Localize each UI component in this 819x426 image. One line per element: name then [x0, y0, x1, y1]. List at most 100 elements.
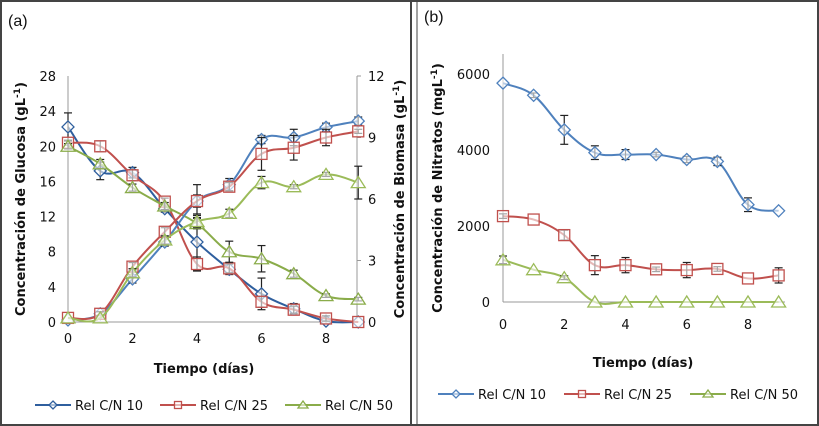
panel-a-y2-axis-label: Concentración de Biomasa (gL-1) [392, 80, 408, 319]
data-point [556, 270, 573, 284]
series-line [502, 215, 779, 280]
data-point [558, 228, 571, 242]
panel-b-y-ticks: 0 2000 4000 6000 [457, 68, 490, 311]
y-tick-label: 0 [482, 296, 490, 311]
data-point [771, 203, 786, 218]
x-tick-label: 4 [621, 318, 629, 333]
legend-label: Rel C/N 25 [604, 388, 672, 403]
data-point [190, 257, 204, 271]
legend-item: Rel C/N 25 [564, 388, 672, 403]
legend-label: Rel C/N 50 [730, 388, 798, 403]
data-point [527, 213, 540, 226]
data-point [649, 263, 663, 276]
data-point [285, 179, 302, 193]
legend-item: Rel C/N 10 [35, 399, 143, 414]
y2-tick-label: 12 [368, 70, 385, 85]
data-point [711, 262, 724, 276]
panel-b-legend: Rel C/N 10 Rel C/N 25 Rel C/N 50 [438, 388, 798, 403]
diamond-icon [48, 400, 58, 410]
data-point [59, 139, 77, 152]
legend-item: Rel C/N 10 [438, 388, 546, 403]
y-tick-label: 6000 [457, 68, 490, 83]
data-point [221, 206, 238, 220]
x-tick-label: 8 [322, 332, 330, 347]
panel-a-legend: Rel C/N 10 Rel C/N 25 Rel C/N 50 [35, 399, 393, 414]
triangle-icon [701, 388, 715, 398]
data-point [319, 312, 333, 325]
data-point [317, 167, 335, 181]
y2-tick-label: 6 [368, 193, 376, 208]
data-point [588, 258, 602, 272]
triangle-icon [296, 399, 310, 409]
data-point [124, 180, 141, 194]
data-point [587, 145, 602, 160]
series-nitratos-25 [496, 209, 785, 285]
y2-tick-label: 0 [368, 316, 376, 331]
series-line [67, 141, 359, 323]
data-point [59, 310, 77, 324]
data-point [525, 262, 542, 276]
x-tick-label: 2 [560, 318, 568, 333]
x-tick-label: 8 [744, 318, 752, 333]
data-point [494, 252, 512, 266]
data-point [680, 263, 693, 277]
data-point [221, 244, 238, 258]
y-tick-label: 4 [48, 281, 56, 296]
legend-item: Rel C/N 25 [160, 399, 268, 414]
data-point [287, 303, 300, 316]
data-point [94, 140, 107, 153]
panel-a-y2-ticks: 0 3 6 9 12 [357, 70, 385, 331]
data-point [770, 294, 787, 308]
y2-tick-label: 3 [368, 255, 376, 270]
data-point [92, 156, 109, 170]
data-point [352, 315, 365, 329]
series-line [67, 130, 359, 321]
y-tick-label: 0 [48, 316, 56, 331]
series-line [502, 82, 779, 212]
y-tick-label: 28 [39, 70, 56, 85]
series-glucosa-10 [61, 112, 366, 329]
data-point [647, 294, 665, 308]
data-point [739, 294, 757, 308]
data-point [190, 235, 204, 249]
data-point [223, 180, 236, 193]
y-tick-label: 24 [39, 105, 56, 120]
data-point [156, 232, 173, 246]
data-point [496, 76, 510, 91]
panel-b: (b) 0 2000 4000 6000 0 2 4 6 8 Concentración de… [424, 9, 798, 403]
panel-b-x-axis-label: Tiempo (días) [593, 356, 694, 371]
data-point [679, 152, 694, 167]
data-point [678, 294, 695, 308]
panel-a-x-ticks: 0 2 4 6 8 [64, 332, 330, 347]
series-line [67, 126, 359, 324]
x-tick-label: 0 [64, 332, 72, 347]
legend-item: Rel C/N 50 [285, 399, 393, 414]
data-point [586, 294, 604, 308]
x-tick-label: 2 [128, 332, 136, 347]
square-icon [173, 400, 183, 410]
legend-item: Rel C/N 50 [690, 388, 798, 403]
data-point [709, 294, 726, 308]
data-point [710, 154, 725, 169]
data-point [319, 131, 333, 144]
x-tick-label: 6 [683, 318, 691, 333]
data-point [223, 262, 236, 275]
y2-tick-label: 9 [368, 132, 376, 147]
data-point [156, 198, 173, 212]
y-tick-label: 12 [39, 211, 56, 226]
panel-b-x-ticks: 0 2 4 6 8 [499, 318, 752, 333]
data-point [124, 265, 141, 279]
data-point [285, 266, 302, 280]
data-point [255, 295, 268, 308]
square-icon [577, 389, 587, 399]
series-line [67, 145, 359, 301]
series-line [67, 173, 359, 323]
data-point [253, 175, 270, 189]
panel-a-series [59, 112, 367, 329]
data-point [350, 175, 367, 189]
data-point [741, 197, 755, 212]
data-point [317, 288, 335, 302]
panel-b-series [494, 76, 787, 308]
